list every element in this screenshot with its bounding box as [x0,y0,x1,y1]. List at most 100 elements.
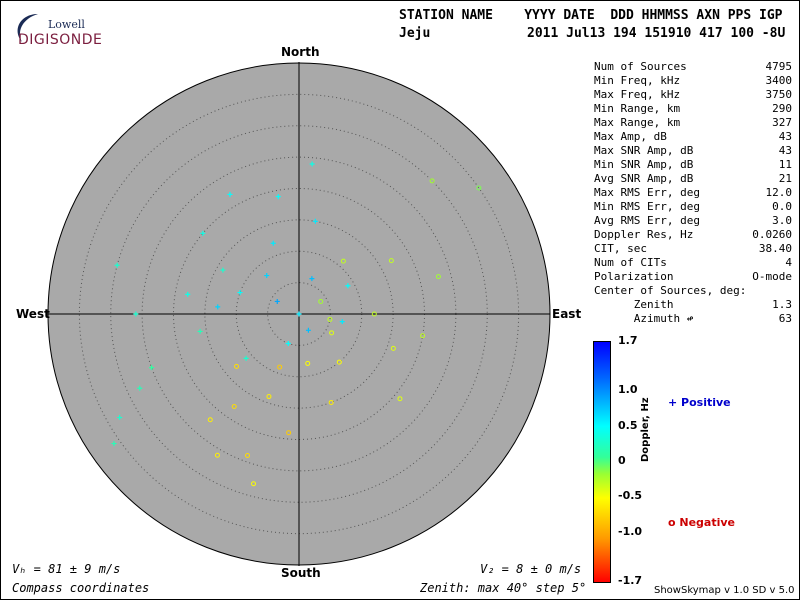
source-point-positive [215,304,221,310]
logo-swoosh-icon [17,14,38,42]
source-point-positive [275,194,281,200]
horizontal-velocity: Vₕ = 81 ± 9 m/s [12,562,121,576]
colorbar-tick-label: -0.5 [618,489,643,503]
colorbar-tick-label: 1.0 [618,383,638,397]
info-row: Avg RMS Err, deg 3.0 [594,214,792,228]
info-row: Min SNR Amp, dB 11 [594,158,792,172]
info-row: Min RMS Err, deg 0.0 [594,200,792,214]
source-point-negative [234,363,240,369]
source-point-negative [388,258,394,264]
info-label: Min Range, km [594,102,681,115]
info-label: Max RMS Err, deg [594,186,700,199]
colorbar-tick-label: -1.0 [618,524,643,538]
info-label: Min RMS Err, deg [594,200,700,213]
source-point-positive [285,340,291,346]
source-point-positive [133,311,139,317]
info-label: Min Freq, kHz [594,74,681,87]
info-row: Min Freq, kHz 3400 [594,74,792,88]
compass-east: East [552,307,582,321]
info-label: Min SNR Amp, dB [594,158,694,171]
logo-digisonde-text: DIGISONDE [18,32,103,48]
info-row: Num of Sources 4795 [594,60,792,74]
info-row: Min Range, km 290 [594,102,792,116]
source-point-positive [185,291,191,297]
source-point-negative [397,396,403,402]
source-point-positive [296,311,302,317]
digisonde-logo: Lowell DIGISONDE [8,10,102,50]
info-label: Polarization [594,270,674,283]
info-label: Avg SNR Amp, dB [594,172,694,185]
info-value: 3750 [765,88,793,101]
source-point-positive [227,191,233,197]
info-row: Max Freq, kHz 3750 [594,88,792,102]
legend-positive: + Positive [668,396,731,409]
coordinate-system: Compass coordinates [12,581,150,595]
info-row: Num of CITs 4 [594,256,792,270]
info-label: Num of Sources [594,60,687,73]
source-point-positive [270,240,276,246]
info-row: Polarization O-mode [594,270,792,284]
header-column-labels: STATION NAME YYYY DATE DDD HHMMSS AXN PP… [399,8,783,23]
info-value: 4 [785,256,792,269]
source-point-negative [476,185,482,191]
info-value: O-mode [752,270,792,283]
doppler-colorbar [593,341,611,583]
source-point-negative [286,430,292,436]
source-point-negative [305,360,311,366]
info-label: Avg RMS Err, deg [594,214,700,227]
source-point-negative [420,333,426,339]
source-point-negative [371,311,377,317]
compass-west: West [16,307,50,321]
info-label: Center of Sources, deg: [594,284,747,297]
info-value: 43 [778,130,792,143]
info-label: Max Range, km [594,116,681,129]
info-label: Max Freq, kHz [594,88,681,101]
header-station: Jeju [399,26,431,41]
source-point-negative [328,399,334,405]
source-point-positive [309,276,315,282]
logo-lowell-text: Lowell [48,18,85,31]
source-point-negative [266,394,272,400]
info-row: Azimuth ↫ 63 [594,312,792,326]
info-value: 327 [772,116,792,129]
source-point-negative [390,345,396,351]
source-point-negative [251,481,257,487]
info-value: 3.0 [772,214,792,227]
info-value: 63 [778,312,792,325]
info-label: Num of CITs [594,256,667,269]
colorbar-tick-label: -1.7 [618,574,643,587]
version-text: ShowSkymap v 1.0 SD v 5.0 [654,585,795,596]
source-point-positive [111,441,117,447]
source-point-positive [200,230,206,236]
info-value: 290 [772,102,792,115]
source-point-positive [114,262,120,268]
vertical-velocity: V₂ = 8 ± 0 m/s [480,562,582,576]
info-row: Max Range, km 327 [594,116,792,130]
info-value: 38.40 [758,242,792,255]
info-row: Max SNR Amp, dB 43 [594,144,792,158]
info-value: 0.0 [772,200,792,213]
info-label: Doppler Res, Hz [594,228,694,241]
source-point-negative [327,316,333,322]
source-point-positive [312,218,318,224]
source-point-positive [274,298,280,304]
info-row: Max RMS Err, deg 12.0 [594,186,792,200]
source-point-negative [231,404,237,410]
source-point-positive [339,319,345,325]
source-point-positive [309,161,315,167]
source-point-negative [435,274,441,280]
info-row: Center of Sources, deg: [594,284,792,298]
info-value: 0.0260 [752,228,792,241]
info-value: 21 [778,172,792,185]
source-point-positive [117,415,123,421]
info-row: Avg SNR Amp, dB 21 [594,172,792,186]
compass-north: North [281,45,320,59]
info-value: 12.0 [765,186,793,199]
source-point-negative [244,453,250,459]
source-point-negative [318,298,324,304]
info-value: 4795 [765,60,793,73]
source-point-positive [197,328,203,334]
source-point-negative [214,452,220,458]
source-point-negative [329,330,335,336]
